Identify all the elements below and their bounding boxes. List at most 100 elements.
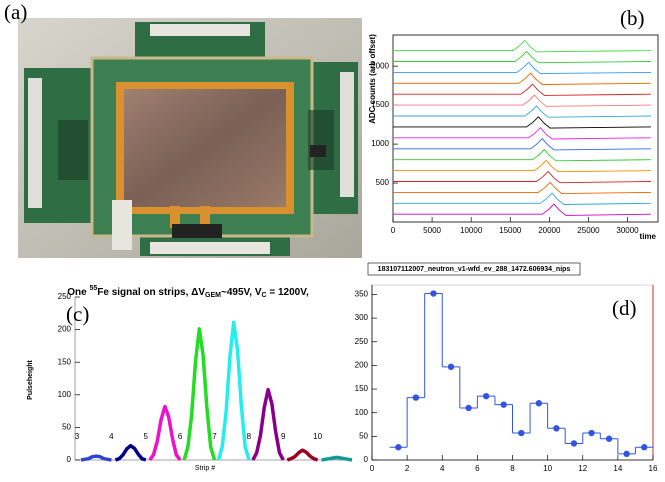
series-label: 9 <box>281 432 286 441</box>
title-part: C <box>262 292 267 299</box>
y-tick-label: 0 <box>67 455 72 464</box>
y-axis-label: ADC counts (arb offset) <box>368 34 377 124</box>
series-label: 10 <box>313 432 322 441</box>
x-tick-label: 10 <box>543 464 552 473</box>
point <box>412 394 420 401</box>
x-tick-label: 8 <box>510 464 515 473</box>
series-line <box>216 320 251 461</box>
x-tick-label: 30000 <box>616 226 639 235</box>
y-tick-label: 250 <box>355 337 369 346</box>
y-tick-label: 1500 <box>371 100 389 109</box>
series-line <box>393 72 652 85</box>
plot-frame <box>392 34 659 223</box>
x-tick-label: 16 <box>649 464 658 473</box>
title-part: ~495V, V <box>221 287 262 298</box>
series-label: 3 <box>75 432 80 441</box>
point <box>605 435 613 442</box>
point <box>535 400 543 407</box>
title-part: = 1200V, <box>267 287 309 298</box>
series-line <box>393 170 652 184</box>
point <box>641 444 648 451</box>
x-tick-label: 4 <box>440 464 445 473</box>
series-line <box>393 138 652 151</box>
title-part: Fe signal on strips, ΔV <box>97 287 205 298</box>
series-line <box>393 94 652 107</box>
x-tick-label: 20000 <box>538 226 561 235</box>
point <box>553 425 560 432</box>
point <box>623 450 630 458</box>
series-line <box>393 192 652 205</box>
series-line <box>114 443 147 462</box>
plot-frame <box>371 284 654 461</box>
x-axis-label: time <box>640 232 657 241</box>
y-tick-label: 100 <box>355 408 369 417</box>
chart-title: 183107112007_neutron_v1-wfd_ev_288_1472.… <box>378 266 571 273</box>
chart-title: One 55Fe signal on strips, ΔVGEM~495V, V… <box>67 285 309 299</box>
series-line <box>393 127 652 140</box>
series-line <box>321 455 353 462</box>
y-axis-label: Pulseheight <box>27 360 34 400</box>
y-tick-label: 250 <box>58 292 72 301</box>
title-part: GEM <box>205 292 221 299</box>
point <box>500 401 507 408</box>
y-tick-label: 2000 <box>371 61 389 70</box>
y-tick-label: 300 <box>355 313 369 322</box>
point <box>588 429 595 437</box>
panel-label: (a) <box>4 0 27 24</box>
point <box>482 392 490 400</box>
series-line <box>393 181 652 195</box>
photo <box>18 18 362 258</box>
panel-label: (d) <box>612 296 637 320</box>
series-line <box>393 83 652 96</box>
x-tick-label: 15000 <box>499 226 522 235</box>
series-label: 6 <box>178 432 183 441</box>
x-tick-label: 5000 <box>423 226 441 235</box>
y-tick-label: 0 <box>364 455 369 464</box>
y-tick-label: 200 <box>355 361 369 370</box>
x-tick-label: 25000 <box>577 226 600 235</box>
title-box <box>367 262 581 276</box>
y-tick-label: 500 <box>376 178 390 187</box>
x-tick-label: 6 <box>475 464 480 473</box>
point <box>465 404 472 412</box>
series-line <box>393 203 652 216</box>
series-line <box>393 149 652 162</box>
x-tick-label: 0 <box>370 464 375 473</box>
y-tick-label: 50 <box>359 431 368 440</box>
series-line <box>393 116 652 129</box>
y-tick-label: 150 <box>58 357 72 366</box>
series-line <box>286 448 319 462</box>
point <box>447 363 455 371</box>
y-tick-label: 100 <box>58 390 72 399</box>
y-tick-label: 50 <box>62 423 71 432</box>
x-tick-label: 14 <box>613 464 622 473</box>
series-label: 7 <box>212 432 217 441</box>
series-line <box>393 159 652 173</box>
x-tick-label: 10000 <box>460 226 483 235</box>
x-axis-label: Strip # <box>195 465 215 472</box>
panel-label: (b) <box>620 6 645 30</box>
series-line <box>182 327 217 461</box>
point <box>430 290 437 297</box>
series-line <box>393 61 652 75</box>
series-line <box>393 40 652 53</box>
y-tick-label: 150 <box>355 384 369 393</box>
y-tick-label: 1000 <box>371 139 389 148</box>
y-tick-label: 350 <box>355 290 369 299</box>
series-line <box>148 404 182 462</box>
title-part: One <box>67 287 89 298</box>
series-line <box>393 105 652 118</box>
series-line <box>251 387 285 461</box>
point <box>395 444 402 451</box>
series-line <box>393 50 652 64</box>
series-label: 8 <box>247 432 252 441</box>
point <box>570 440 578 447</box>
point <box>518 429 525 437</box>
series-line <box>80 454 112 462</box>
series-label: 5 <box>144 432 149 441</box>
x-tick-label: 12 <box>578 464 587 473</box>
y-tick-label: 200 <box>58 325 72 334</box>
series-label: 4 <box>109 432 114 441</box>
x-tick-label: 2 <box>405 464 410 473</box>
